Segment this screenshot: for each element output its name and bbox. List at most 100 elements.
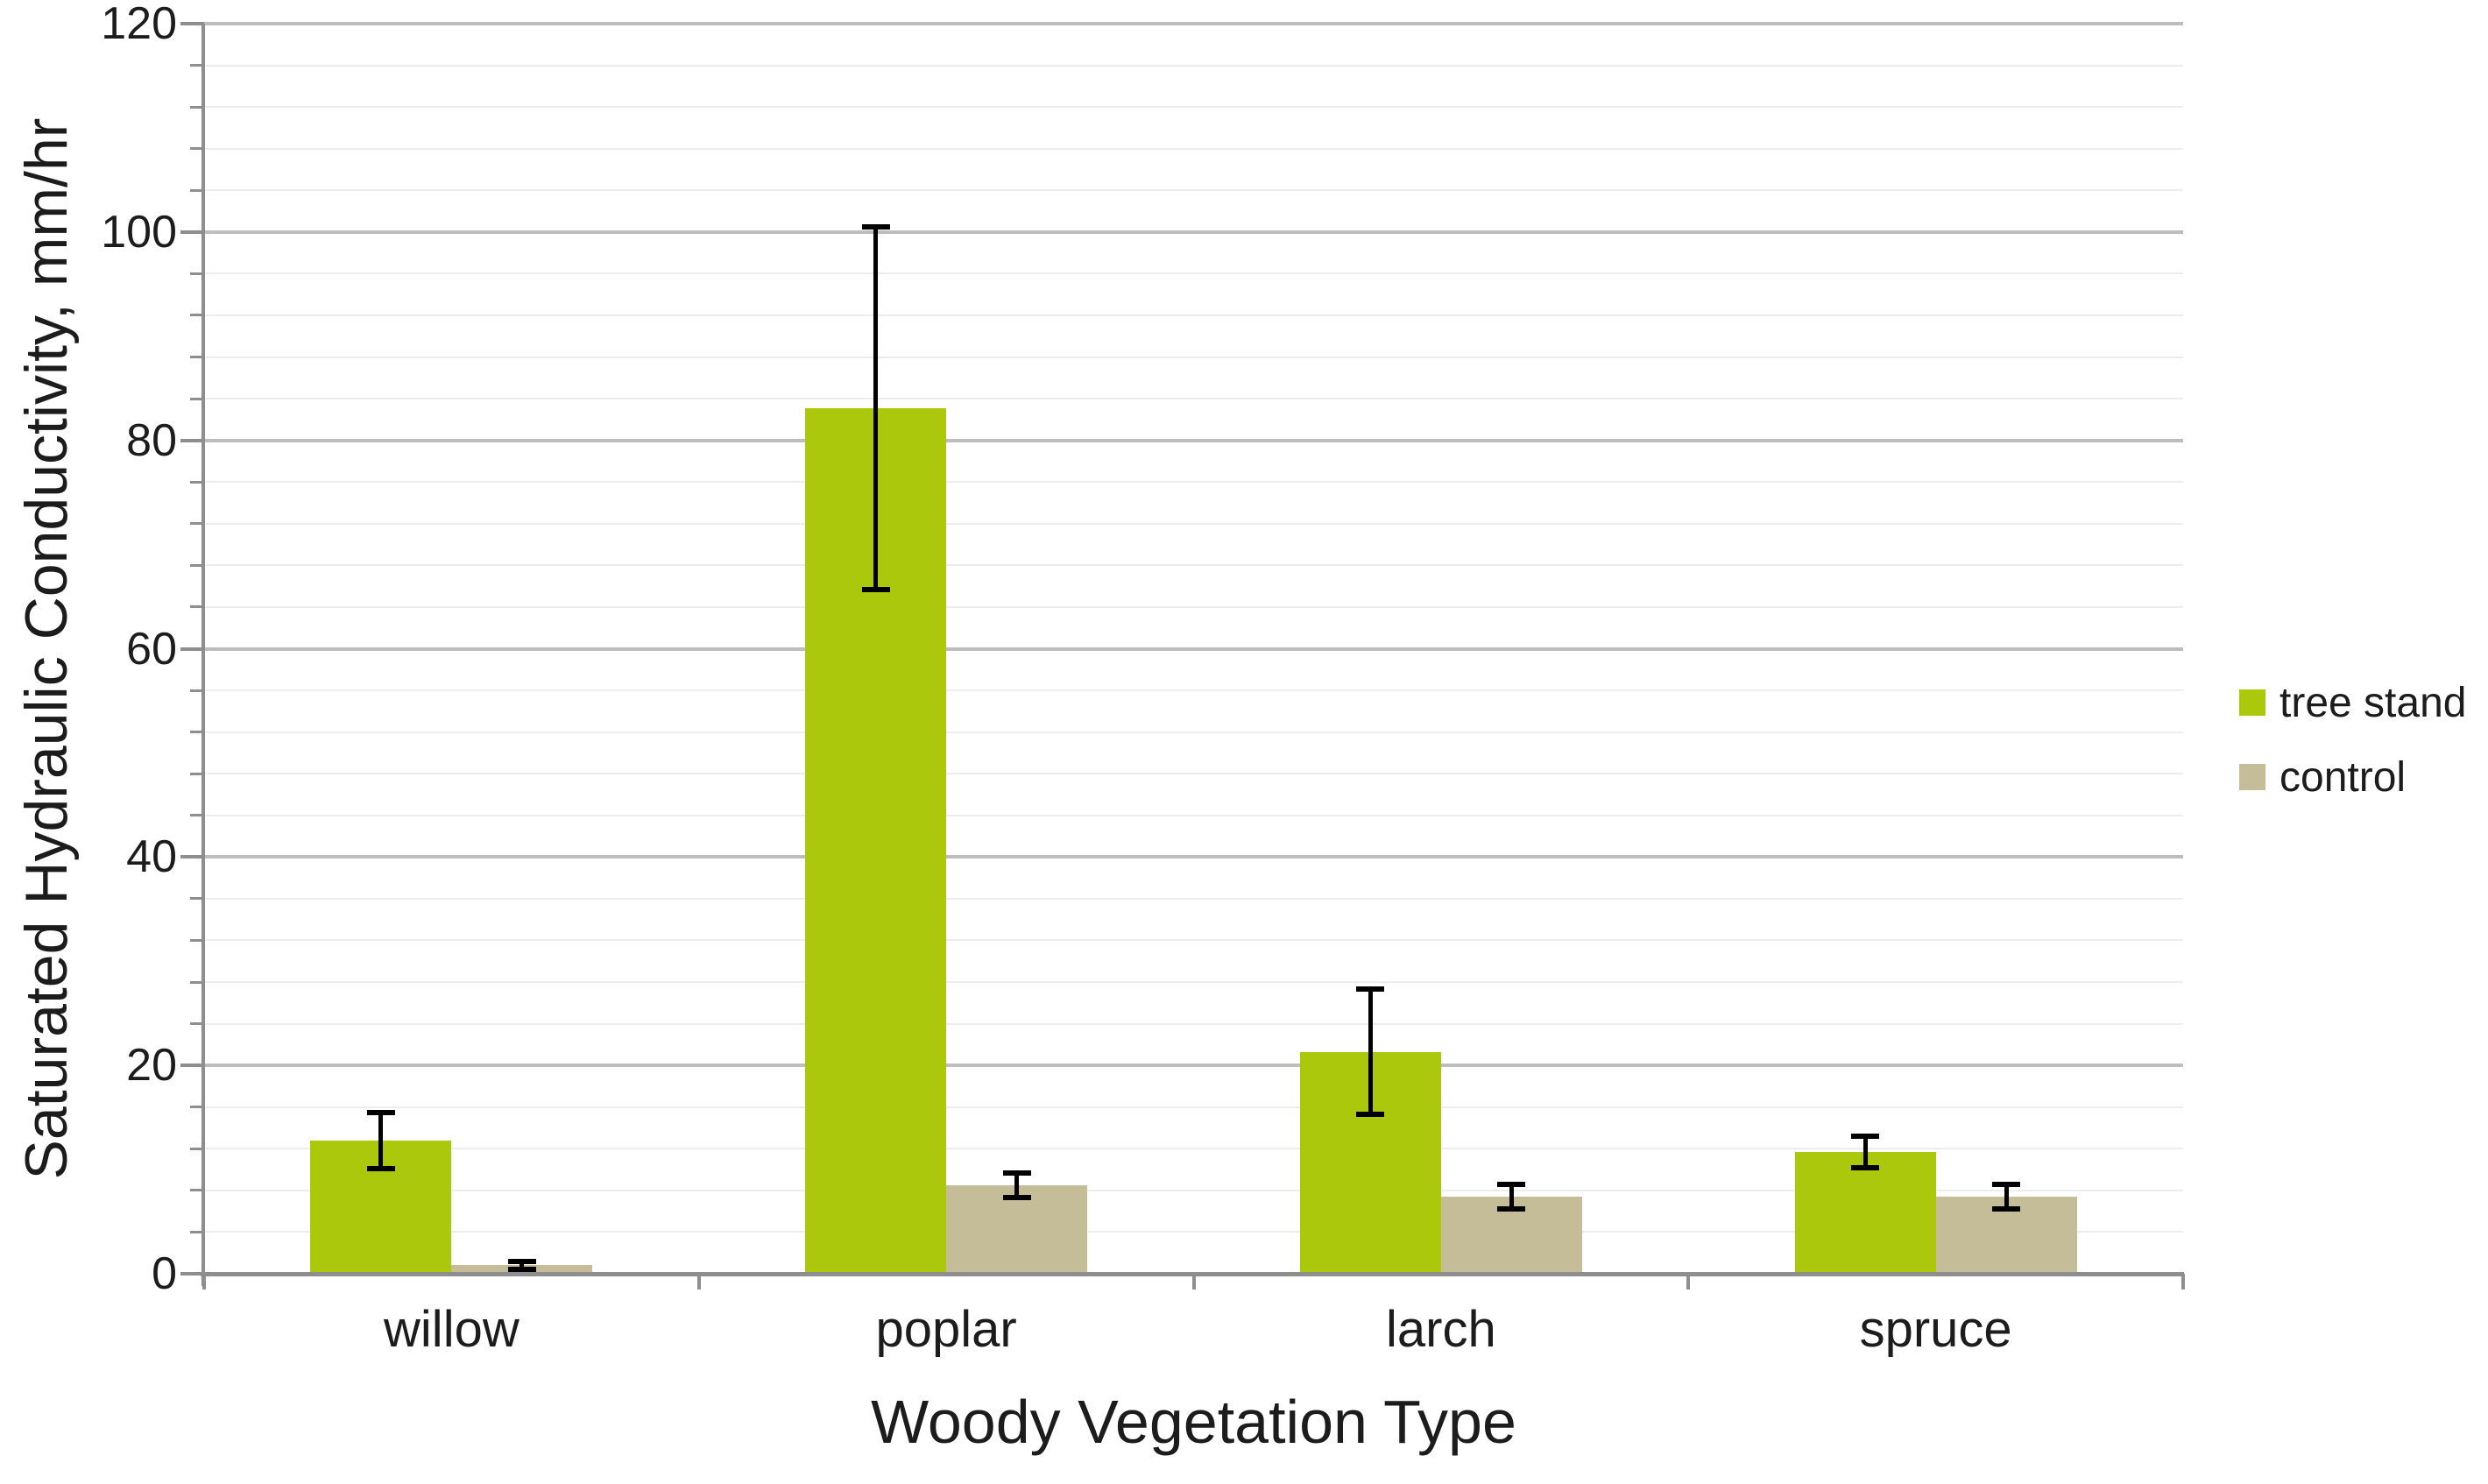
error-bar-cap-bottom <box>1851 1164 1880 1170</box>
error-bar-shaft <box>2004 1184 2009 1210</box>
y-minor-tick <box>190 731 204 734</box>
x-tick <box>696 1274 701 1290</box>
y-major-tick <box>180 647 204 651</box>
gridline-major <box>204 1064 2183 1068</box>
gridline-minor <box>204 773 2183 775</box>
y-minor-tick <box>190 397 204 400</box>
y-minor-tick <box>190 1106 204 1109</box>
y-minor-tick <box>190 814 204 817</box>
legend-label-tree-stand: tree stand <box>2279 679 2467 726</box>
y-minor-tick <box>190 272 204 275</box>
y-major-tick <box>180 1272 204 1276</box>
x-tick <box>2181 1274 2185 1290</box>
y-major-tick <box>180 22 204 25</box>
y-tick-label: 80 <box>126 414 177 466</box>
y-major-tick <box>180 230 204 234</box>
y-major-tick <box>180 438 204 442</box>
gridline-major <box>204 855 2183 859</box>
y-tick-label: 60 <box>126 623 177 675</box>
y-minor-tick <box>190 1230 204 1233</box>
y-minor-tick <box>190 605 204 609</box>
error-bar-cap-bottom <box>507 1267 536 1273</box>
y-minor-tick <box>190 772 204 775</box>
gridline-minor <box>204 814 2183 816</box>
y-tick-label: 100 <box>101 206 177 258</box>
gridline-minor <box>204 689 2183 692</box>
y-major-tick <box>180 1064 204 1068</box>
legend-label-control: control <box>2279 753 2407 801</box>
gridline-major <box>204 230 2183 234</box>
legend-swatch-tree-stand <box>2239 689 2265 716</box>
y-axis-title: Saturated Hydraulic Conductivity, mm/hr <box>13 117 80 1180</box>
error-bar-shaft <box>1509 1184 1514 1210</box>
y-minor-tick <box>190 105 204 109</box>
y-minor-tick <box>190 480 204 484</box>
category-label-poplar: poplar <box>875 1301 1017 1358</box>
y-minor-tick <box>190 980 204 984</box>
y-axis-line <box>201 24 205 1286</box>
gridline-major <box>204 22 2183 25</box>
gridline-minor <box>204 481 2183 484</box>
gridline-minor <box>204 939 2183 942</box>
error-bar-cap-top <box>1851 1134 1880 1140</box>
gridline-minor <box>204 1189 2183 1191</box>
legend-entry-control: control <box>2239 753 2466 802</box>
gridline-minor <box>204 189 2183 192</box>
error-bar-cap-bottom <box>861 586 890 592</box>
gridline-minor <box>204 564 2183 567</box>
error-bar-cap-top <box>1497 1181 1526 1187</box>
error-bar-shaft <box>1862 1136 1868 1168</box>
y-tick-label: 40 <box>126 831 177 883</box>
x-tick <box>202 1274 206 1290</box>
error-bar-cap-bottom <box>1002 1195 1031 1201</box>
category-label-willow: willow <box>384 1301 520 1358</box>
y-minor-tick <box>190 1022 204 1026</box>
y-minor-tick <box>190 563 204 567</box>
y-minor-tick <box>190 314 204 317</box>
gridline-minor <box>204 1106 2183 1108</box>
error-bar-cap-top <box>1002 1170 1031 1176</box>
category-label-spruce: spruce <box>1859 1301 2012 1358</box>
x-tick <box>1191 1274 1196 1290</box>
y-minor-tick <box>190 522 204 526</box>
y-minor-tick <box>190 188 204 192</box>
gridline-minor <box>204 314 2183 316</box>
legend: tree stand control <box>2239 678 2466 827</box>
error-bar-shaft <box>1014 1172 1020 1198</box>
y-minor-tick <box>190 356 204 359</box>
gridline-minor <box>204 981 2183 984</box>
y-minor-tick <box>190 1189 204 1192</box>
gridline-minor <box>204 398 2183 400</box>
gridline-minor <box>204 1148 2183 1150</box>
error-bar-cap-top <box>366 1109 395 1115</box>
y-tick-label: 120 <box>101 0 177 49</box>
error-bar-cap-bottom <box>366 1165 395 1171</box>
y-minor-tick <box>190 1147 204 1150</box>
gridline-minor <box>204 272 2183 275</box>
gridline-minor <box>204 147 2183 150</box>
error-bar-cap-top <box>861 223 890 230</box>
bar-tree-stand-spruce <box>1794 1151 1936 1274</box>
error-bar-cap-top <box>1992 1181 2021 1187</box>
error-bar-cap-bottom <box>1356 1112 1385 1118</box>
gridline-minor <box>204 106 2183 109</box>
gridline-minor <box>204 356 2183 358</box>
error-bar-cap-top <box>1356 986 1385 993</box>
x-tick <box>1686 1274 1691 1290</box>
y-tick-label: 20 <box>126 1040 177 1092</box>
error-bar-cap-bottom <box>1497 1206 1526 1212</box>
error-bar-shaft <box>873 226 879 590</box>
gridline-minor <box>204 1231 2183 1233</box>
legend-entry-tree-stand: tree stand <box>2239 678 2466 727</box>
gridline-minor <box>204 1022 2183 1025</box>
error-bar-cap-top <box>507 1258 536 1264</box>
gridline-minor <box>204 605 2183 608</box>
y-minor-tick <box>190 897 204 901</box>
y-major-tick <box>180 855 204 859</box>
y-tick-label: 0 <box>152 1248 177 1299</box>
x-axis-title: Woody Vegetation Type <box>871 1388 1516 1456</box>
legend-swatch-control <box>2239 764 2265 790</box>
gridline-minor <box>204 731 2183 733</box>
